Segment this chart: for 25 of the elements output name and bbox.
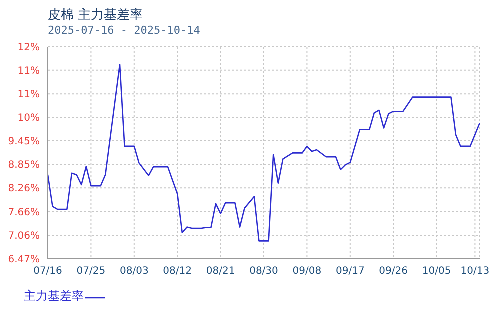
x-tick-label: 08/21 [206, 266, 236, 278]
chart-title: 皮棉 主力基差率 [48, 7, 144, 24]
y-tick-label: 11% [18, 66, 40, 77]
y-tick-label: 6.47% [8, 254, 40, 266]
y-tick-label: 8.85% [8, 160, 40, 172]
y-tick-label: 7.66% [8, 207, 40, 218]
y-tick-label: 8.26% [8, 184, 40, 195]
x-tick-label: 09/17 [336, 266, 365, 278]
x-tick-label: 07/16 [34, 266, 62, 278]
x-tick-label: 08/12 [163, 266, 192, 278]
x-tick-label: 10/13 [460, 266, 490, 278]
x-tick-label: 08/03 [120, 266, 149, 278]
line-series [48, 64, 480, 242]
y-tick-label: 9.45% [8, 136, 40, 148]
y-tick-label: 11% [18, 90, 40, 101]
x-tick-label: 08/30 [250, 266, 278, 278]
y-tick-label: 12% [18, 42, 40, 54]
x-tick-label: 07/25 [76, 266, 106, 278]
x-tick-label: 10/05 [422, 266, 452, 278]
x-tick-label: 09/08 [292, 266, 322, 278]
chart-subtitle: 2025-07-16 - 2025-10-14 [48, 24, 200, 37]
y-tick-label: 10% [18, 113, 40, 124]
x-tick-label: 09/26 [379, 266, 408, 278]
y-tick-label: 7.06% [8, 231, 40, 242]
legend-label: 主力基差率 [24, 288, 85, 305]
